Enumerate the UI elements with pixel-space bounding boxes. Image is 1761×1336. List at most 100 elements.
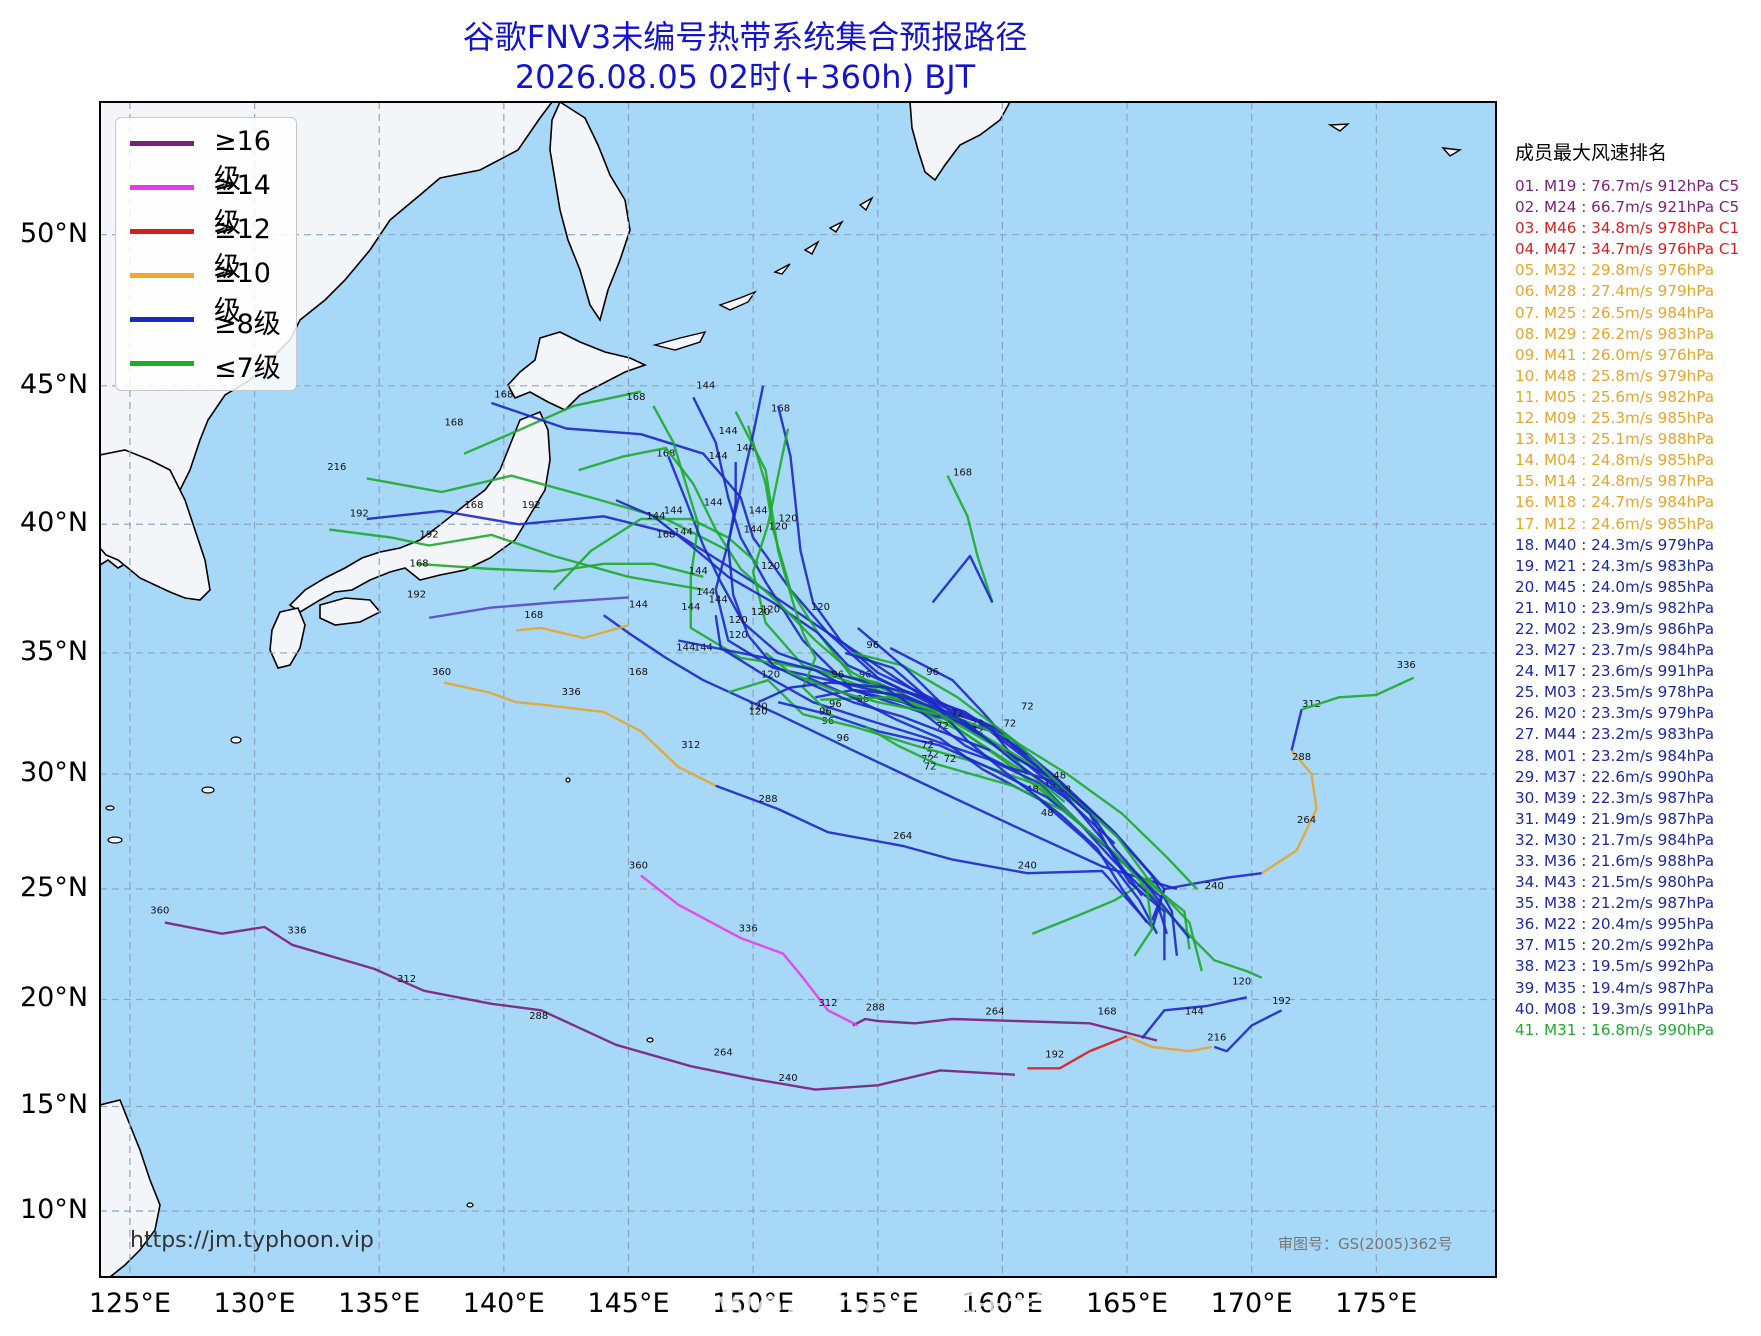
ranking-entry: 25. M03 : 23.5m/s 978hPa xyxy=(1515,683,1715,702)
ensemble-track xyxy=(615,499,1028,756)
forecast-hour-label: 72 xyxy=(1004,718,1017,729)
forecast-hour-label: 120 xyxy=(761,670,780,681)
ensemble-track xyxy=(678,639,1116,845)
forecast-hour-label: 144 xyxy=(696,587,715,598)
latitude-label: 40°N xyxy=(20,507,89,539)
forecast-hour-label: 96 xyxy=(856,694,869,705)
forecast-hour-label: 192 xyxy=(522,500,541,511)
ranking-entry: 18. M40 : 24.3m/s 979hPa xyxy=(1515,535,1715,554)
forecast-hour-label: 48 xyxy=(1053,771,1066,782)
forecast-hour-label: 144 xyxy=(709,451,728,462)
ranking-entry: 04. M47 : 34.7m/s 976hPa C1 xyxy=(1515,240,1740,259)
forecast-hour-label: 144 xyxy=(674,527,693,538)
forecast-hour-label: 144 xyxy=(719,426,738,437)
forecast-hour-label: 336 xyxy=(287,926,306,937)
legend-item-10: ≥10级 xyxy=(124,256,294,327)
legend-label: ≥14级 xyxy=(214,170,271,239)
forecast-hour-label: 192 xyxy=(1272,996,1291,1007)
forecast-hour-label: 72 xyxy=(921,740,934,751)
ensemble-track xyxy=(845,651,1148,924)
forecast-hour-label: 120 xyxy=(769,522,788,533)
forecast-hour-label: 312 xyxy=(1302,699,1321,710)
ranking-entry: 20. M45 : 24.0m/s 985hPa xyxy=(1515,577,1715,596)
legend-swatch xyxy=(130,317,194,322)
ensemble-track xyxy=(516,624,629,640)
legend-label: ≥8级 xyxy=(214,309,281,340)
ranking-entry: 36. M22 : 20.4m/s 995hPa xyxy=(1515,915,1715,934)
forecast-hour-label: 144 xyxy=(664,506,683,517)
ensemble-track xyxy=(715,784,1153,928)
small-islands xyxy=(105,736,654,1208)
ranking-entry: 24. M17 : 23.6m/s 991hPa xyxy=(1515,662,1715,681)
forecast-hour-label: 192 xyxy=(420,530,439,541)
forecast-hour-label: 72 xyxy=(951,709,964,720)
ranking-entry: 28. M01 : 23.2m/s 984hPa xyxy=(1515,746,1715,765)
ensemble-track xyxy=(1031,876,1153,935)
legend-item-8: ≥8级 xyxy=(124,300,294,340)
forecast-hour-label: 240 xyxy=(1018,861,1037,872)
ranking-entry: 17. M12 : 24.6m/s 985hPa xyxy=(1515,514,1715,533)
ensemble-track xyxy=(727,462,991,752)
ranking-entry: 02. M24 : 66.7m/s 921hPa C5 xyxy=(1515,198,1740,217)
longitude-label: 125°E xyxy=(88,1288,171,1319)
ranking-entry: 40. M08 : 19.3m/s 991hPa xyxy=(1515,999,1715,1018)
ranking-entry: 06. M28 : 27.4m/s 979hPa xyxy=(1515,282,1715,301)
ranking-entry: 35. M38 : 21.2m/s 987hPa xyxy=(1515,894,1715,913)
chart-subtitle: 2026.08.05 02时(+360h) BJT xyxy=(514,58,976,96)
ranking-entry: 27. M44 : 23.2m/s 983hPa xyxy=(1515,725,1715,744)
forecast-hour-label: 192 xyxy=(350,508,369,519)
forecast-hour-label: 144 xyxy=(689,566,708,577)
ranking-entry: 33. M36 : 21.6m/s 988hPa xyxy=(1515,852,1715,870)
latitude-label: 25°N xyxy=(20,872,89,904)
legend-swatch xyxy=(130,229,194,234)
ensemble-track xyxy=(428,596,629,619)
forecast-hour-label: 168 xyxy=(953,468,972,479)
legend-swatch xyxy=(130,273,194,278)
longitude-label: 130°E xyxy=(213,1288,296,1319)
ensemble-track xyxy=(366,474,729,552)
forecast-hour-label: 144 xyxy=(704,498,723,509)
longitude-label: 150°E xyxy=(712,1288,795,1319)
latitude-label: 35°N xyxy=(20,635,89,667)
ensemble-track xyxy=(667,455,1166,930)
forecast-hour-label: 336 xyxy=(1397,660,1416,671)
ensemble-track xyxy=(734,411,834,718)
ranking-entry: 16. M18 : 24.7m/s 984hPa xyxy=(1515,493,1715,512)
latitude-label: 45°N xyxy=(20,368,89,400)
kuril-islands xyxy=(652,123,1463,351)
forecast-hour-label: 144 xyxy=(676,642,695,653)
forecast-hour-label: 144 xyxy=(646,511,665,522)
ocean-background xyxy=(100,102,1496,1277)
forecast-hour-label: 96 xyxy=(926,667,939,678)
ranking-entry: 32. M30 : 21.7m/s 984hPa xyxy=(1515,830,1715,849)
ensemble-track xyxy=(820,696,1198,890)
longitude-label: 135°E xyxy=(338,1288,421,1319)
forecast-hour-label: 120 xyxy=(811,602,830,613)
forecast-hour-label: 168 xyxy=(464,500,483,511)
legend-item-14: ≥14级 xyxy=(124,168,294,239)
member-ranking-list: 01. M19 : 76.7m/s 912hPa C5 02. M24 : 66.… xyxy=(1515,176,1739,1041)
forecast-hour-label: 288 xyxy=(759,794,778,805)
forecast-hour-label: 192 xyxy=(407,589,426,600)
forecast-hour-label: 360 xyxy=(629,861,648,872)
ranking-entry: 01. M19 : 76.7m/s 912hPa C5 xyxy=(1515,177,1740,195)
forecast-hour-label: 168 xyxy=(656,448,675,459)
ranking-entry: 14. M04 : 24.8m/s 985hPa xyxy=(1515,451,1715,470)
weibo-watermark: @weather爱好者 xyxy=(670,1279,1054,1333)
forecast-hour-label: 120 xyxy=(761,561,780,572)
forecast-hour-label: 144 xyxy=(744,524,763,535)
legend-swatch xyxy=(130,185,194,190)
ensemble-track xyxy=(463,390,642,455)
forecast-hour-label: 168 xyxy=(626,392,645,403)
latitude-label: 15°N xyxy=(20,1089,89,1121)
legend-label: ≤7级 xyxy=(214,353,281,384)
forecast-hour-label: 264 xyxy=(985,1007,1004,1018)
forecast-hour-label: 96 xyxy=(832,670,845,681)
forecast-hour-label: 72 xyxy=(971,718,984,729)
forecast-hour-label: 120 xyxy=(778,514,797,525)
ensemble-track xyxy=(1261,749,1318,875)
ensemble-track xyxy=(443,681,717,787)
forecast-hour-label: 168 xyxy=(444,418,463,429)
forecast-hour-label: 144 xyxy=(694,642,713,653)
forecast-hour-label: 288 xyxy=(866,1002,885,1013)
